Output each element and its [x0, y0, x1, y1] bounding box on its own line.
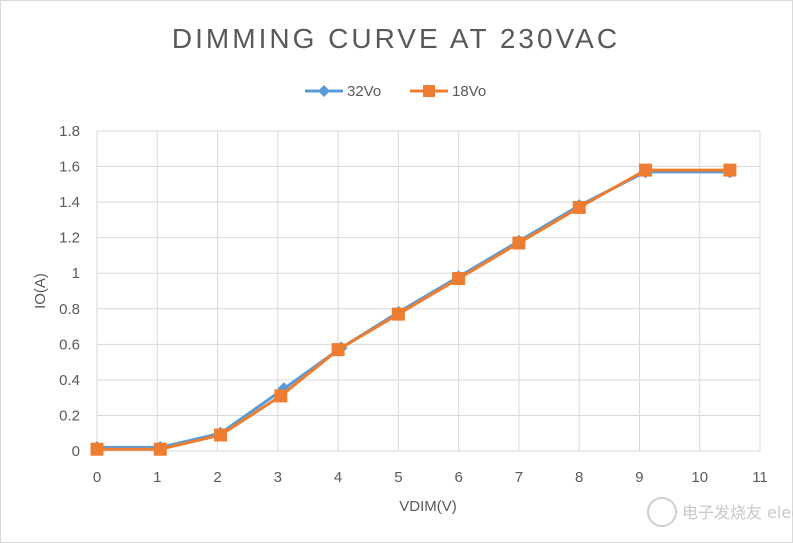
legend-item-18Vo: 18Vo: [410, 83, 486, 100]
y-tick-label: 0: [72, 443, 80, 460]
x-axis-ticks: 0 1 2 3 4 5 6 7 8 9 10 11: [93, 469, 768, 486]
legend-square-marker: [423, 85, 435, 97]
x-axis-label: VDIM(V): [399, 498, 457, 515]
y-tick-label: 0.8: [59, 301, 80, 318]
data-point: [331, 343, 345, 357]
legend: 32Vo 18Vo: [305, 83, 486, 100]
x-tick-label: 3: [274, 469, 282, 486]
legend-label: 32Vo: [347, 83, 381, 100]
legend-diamond-marker: [318, 85, 330, 97]
legend-item-32Vo: 32Vo: [305, 83, 381, 100]
y-tick-label: 1: [72, 265, 80, 282]
y-tick-label: 0.2: [59, 407, 80, 424]
watermark-text: 电子发烧友 elecfans.com: [682, 503, 793, 522]
x-tick-label: 1: [153, 469, 161, 486]
x-tick-label: 5: [394, 469, 402, 486]
data-point: [723, 163, 737, 177]
y-tick-label: 0.4: [59, 372, 80, 389]
x-tick-label: 11: [752, 469, 768, 486]
data-point: [153, 442, 167, 456]
data-point: [638, 163, 652, 177]
data-point: [572, 200, 586, 214]
watermark-logo-icon: [647, 497, 677, 527]
y-tick-label: 1.4: [59, 194, 80, 211]
data-point: [452, 272, 466, 286]
x-tick-label: 7: [515, 469, 523, 486]
y-tick-label: 1.2: [59, 230, 80, 247]
series-18Vo: [90, 163, 737, 456]
data-point: [90, 442, 104, 456]
y-tick-label: 0.6: [59, 336, 80, 353]
x-tick-label: 2: [213, 469, 221, 486]
x-tick-label: 6: [454, 469, 462, 486]
data-point: [512, 236, 526, 250]
data-point: [274, 389, 288, 403]
x-tick-label: 0: [93, 469, 101, 486]
series-layer: [90, 163, 737, 456]
x-tick-label: 10: [691, 469, 708, 486]
legend-label: 18Vo: [452, 83, 486, 100]
x-tick-label: 8: [575, 469, 583, 486]
y-tick-label: 1.6: [59, 159, 80, 176]
watermark: 电子发烧友 elecfans.com: [647, 497, 793, 527]
x-tick-label: 9: [635, 469, 643, 486]
chart-title: DIMMING CURVE AT 230VAC: [172, 23, 620, 54]
y-tick-label: 1.8: [59, 123, 80, 140]
y-axis-label: IO(A): [32, 273, 49, 309]
x-tick-label: 4: [334, 469, 342, 486]
y-axis-ticks: 0 0.2 0.4 0.6 0.8 1 1.2 1.4 1.6 1.8: [59, 123, 80, 460]
data-point: [214, 428, 228, 442]
data-point: [391, 307, 405, 321]
